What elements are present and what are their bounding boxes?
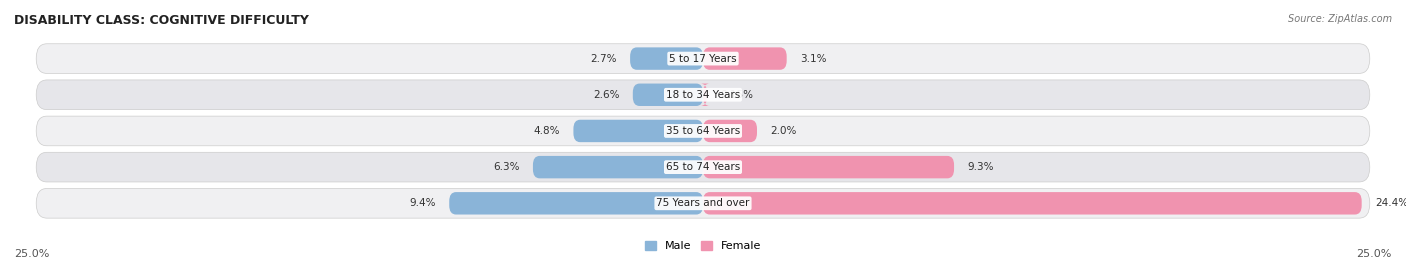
Text: 25.0%: 25.0% bbox=[14, 249, 49, 259]
FancyBboxPatch shape bbox=[703, 120, 756, 142]
Text: 4.8%: 4.8% bbox=[533, 126, 560, 136]
FancyBboxPatch shape bbox=[630, 47, 703, 70]
FancyBboxPatch shape bbox=[37, 80, 1369, 110]
FancyBboxPatch shape bbox=[633, 83, 703, 106]
Text: 18 to 34 Years: 18 to 34 Years bbox=[666, 90, 740, 100]
Legend: Male, Female: Male, Female bbox=[641, 236, 765, 256]
Text: 2.0%: 2.0% bbox=[770, 126, 797, 136]
FancyBboxPatch shape bbox=[574, 120, 703, 142]
FancyBboxPatch shape bbox=[37, 188, 1369, 218]
Text: Source: ZipAtlas.com: Source: ZipAtlas.com bbox=[1288, 14, 1392, 23]
Text: 35 to 64 Years: 35 to 64 Years bbox=[666, 126, 740, 136]
Text: DISABILITY CLASS: COGNITIVE DIFFICULTY: DISABILITY CLASS: COGNITIVE DIFFICULTY bbox=[14, 14, 309, 26]
Text: 24.4%: 24.4% bbox=[1375, 198, 1406, 208]
Text: 9.4%: 9.4% bbox=[409, 198, 436, 208]
Text: 0.15%: 0.15% bbox=[720, 90, 754, 100]
Text: 3.1%: 3.1% bbox=[800, 53, 827, 64]
FancyBboxPatch shape bbox=[37, 152, 1369, 182]
Text: 65 to 74 Years: 65 to 74 Years bbox=[666, 162, 740, 172]
FancyBboxPatch shape bbox=[703, 47, 787, 70]
Text: 5 to 17 Years: 5 to 17 Years bbox=[669, 53, 737, 64]
Text: 2.6%: 2.6% bbox=[593, 90, 619, 100]
FancyBboxPatch shape bbox=[533, 156, 703, 178]
FancyBboxPatch shape bbox=[37, 116, 1369, 146]
FancyBboxPatch shape bbox=[450, 192, 703, 215]
Text: 25.0%: 25.0% bbox=[1357, 249, 1392, 259]
FancyBboxPatch shape bbox=[703, 156, 955, 178]
Text: 75 Years and over: 75 Years and over bbox=[657, 198, 749, 208]
Text: 9.3%: 9.3% bbox=[967, 162, 994, 172]
Text: 2.7%: 2.7% bbox=[591, 53, 617, 64]
Text: 6.3%: 6.3% bbox=[494, 162, 519, 172]
FancyBboxPatch shape bbox=[703, 192, 1361, 215]
FancyBboxPatch shape bbox=[700, 83, 710, 106]
FancyBboxPatch shape bbox=[37, 44, 1369, 73]
